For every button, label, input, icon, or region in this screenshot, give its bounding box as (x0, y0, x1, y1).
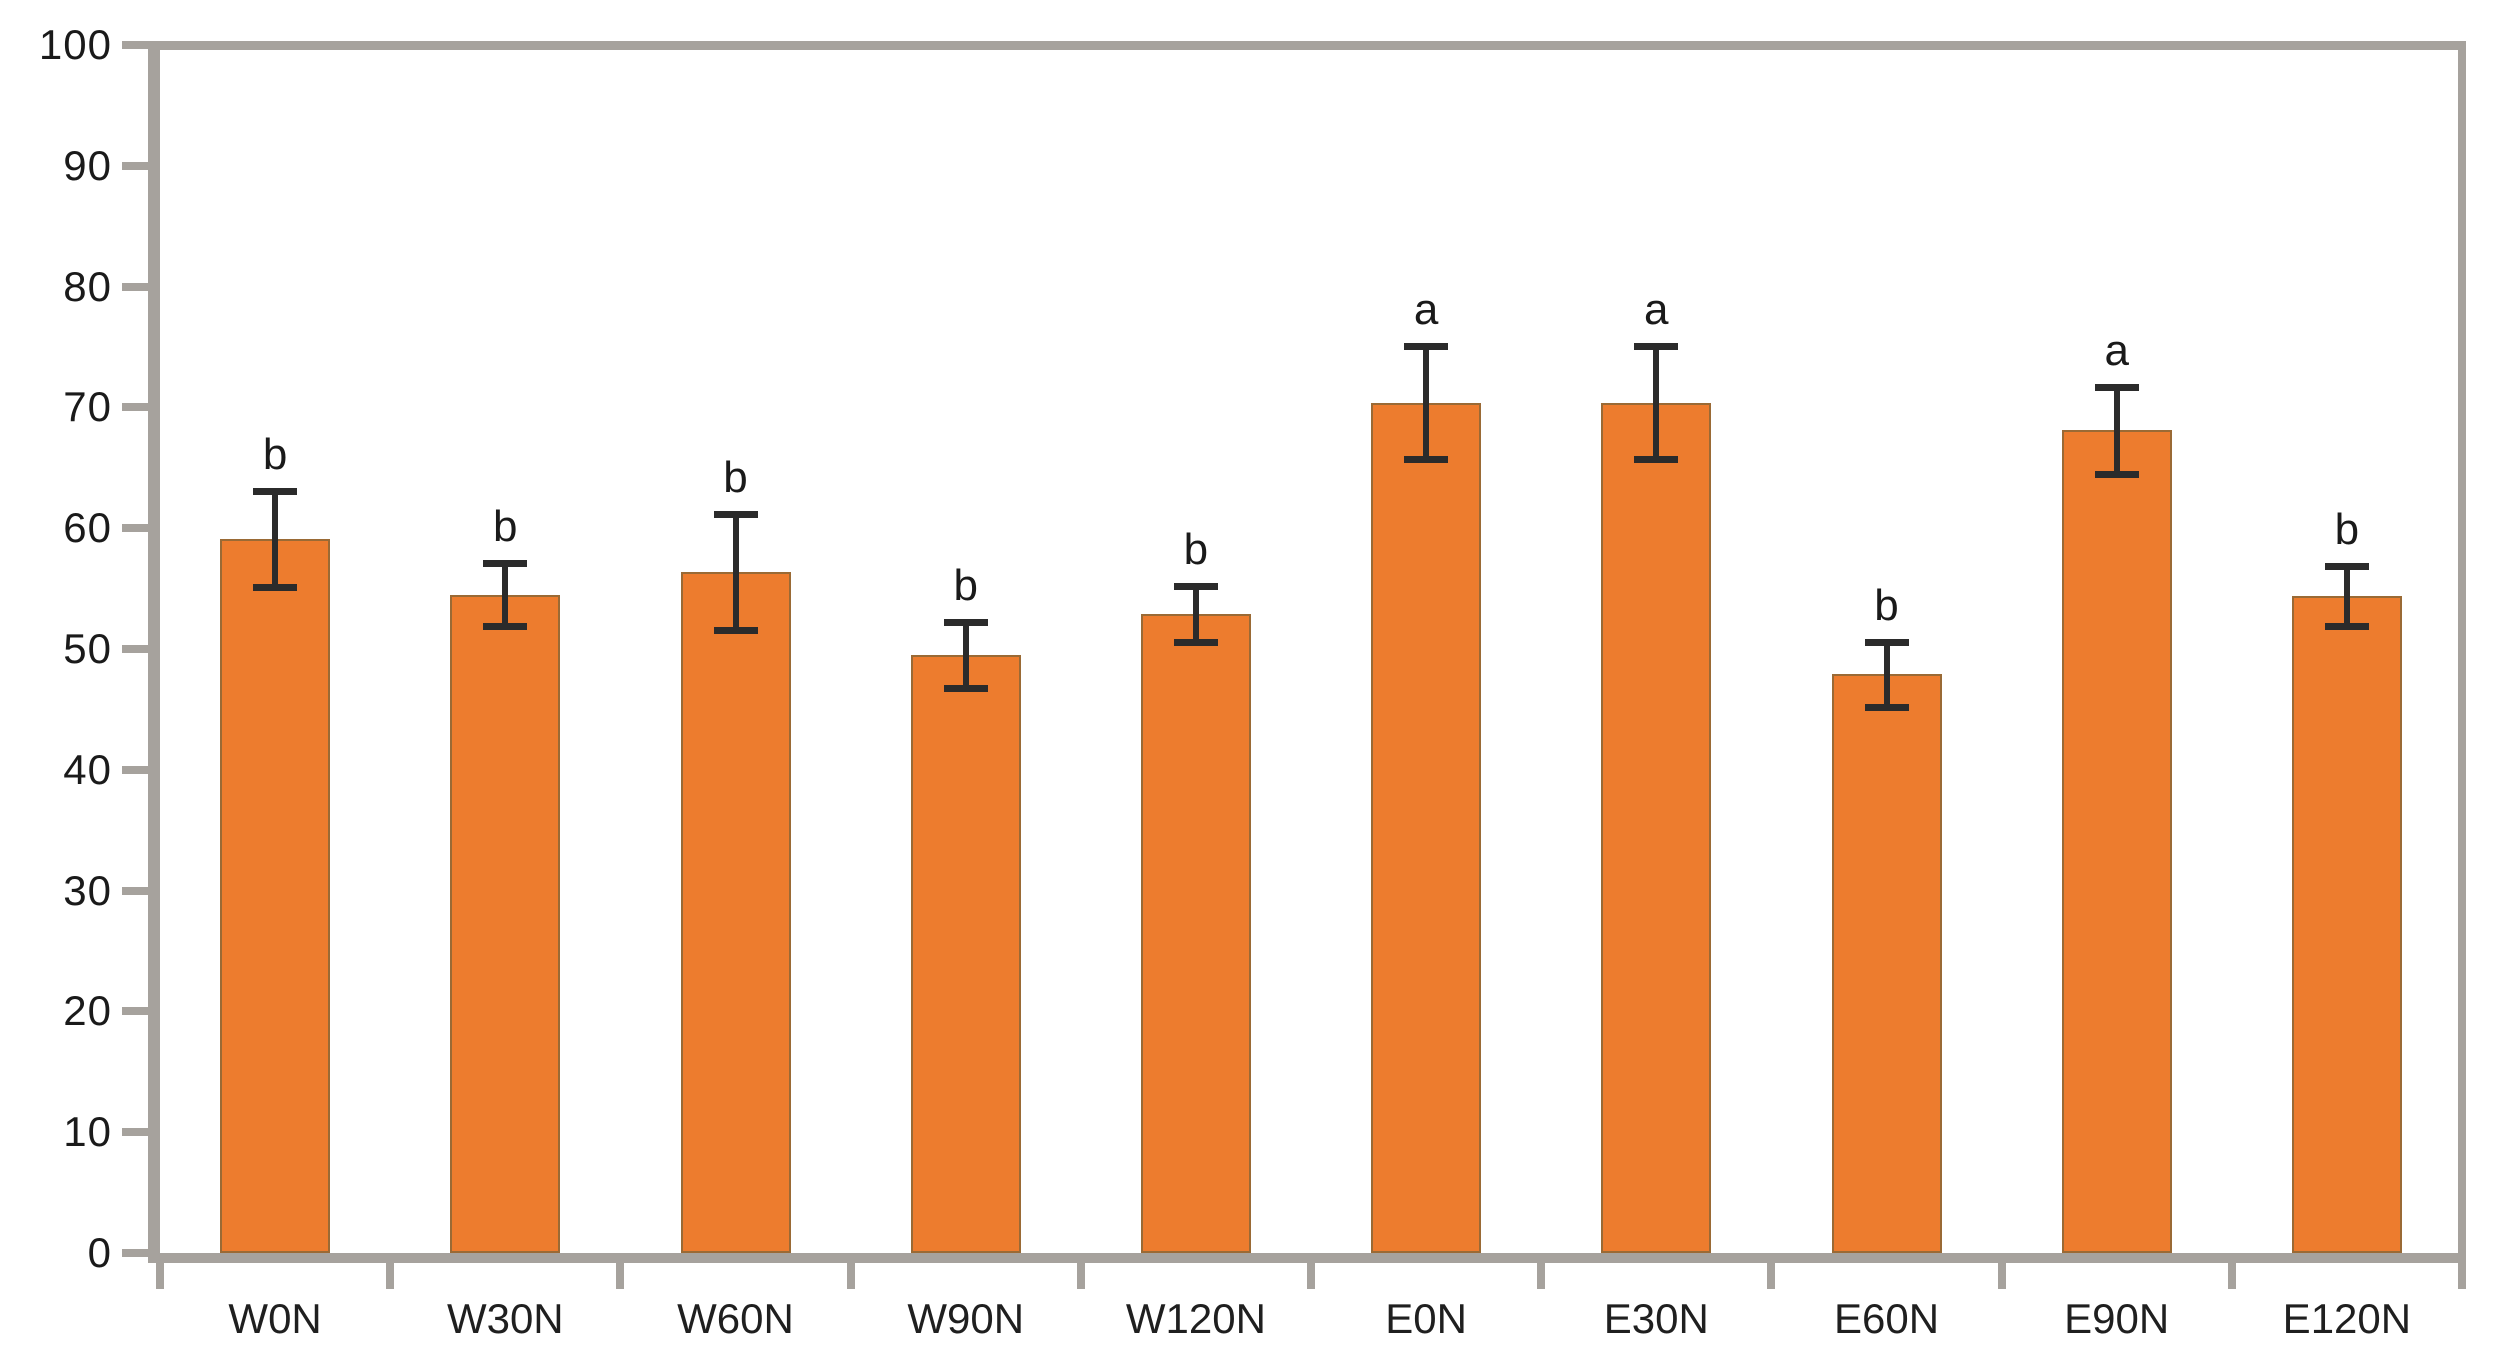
significance-letter: b (2334, 504, 2360, 554)
y-axis-tick-label: 0 (87, 1229, 112, 1276)
y-axis-tick-label: 60 (63, 504, 112, 552)
y-axis-tick-label: 40 (63, 745, 112, 793)
y-axis-tick (122, 161, 148, 170)
significance-letter: b (262, 429, 288, 479)
y-axis-tick-label: 20 (63, 987, 112, 1035)
y-axis-tick (122, 765, 148, 774)
x-axis-category-label-E0N: E0N (1385, 1295, 1467, 1342)
error-bar-cap-bottom (1404, 456, 1449, 464)
y-axis-tick (122, 524, 148, 533)
significance-letter: b (1874, 580, 1899, 630)
error-bar-cap-bottom (1173, 638, 1218, 646)
plot-frame-top-border (148, 41, 2466, 50)
error-bar-cap-top (1864, 638, 1909, 646)
error-bar-cap-bottom (1634, 456, 1679, 464)
y-axis-tick (122, 41, 148, 49)
error-bar-cap-top (1404, 342, 1449, 350)
bar-W90N (910, 655, 1021, 1253)
significance-letter: a (1644, 284, 1669, 334)
significance-letter: a (1413, 284, 1439, 334)
x-axis-line (148, 1253, 2466, 1263)
x-axis-tick (156, 1263, 164, 1289)
error-bar-cap-bottom (713, 626, 758, 634)
bar-E90N (2061, 430, 2172, 1253)
bar-W30N (450, 594, 561, 1253)
x-axis-tick (1997, 1263, 2006, 1289)
error-bar-cap-top (2324, 562, 2369, 570)
bar-E30N (1601, 402, 1712, 1253)
error-bar-cap-top (2094, 383, 2139, 391)
y-axis-tick (122, 886, 148, 895)
significance-letter: b (493, 502, 518, 552)
significance-letter: a (2104, 325, 2129, 375)
y-axis-tick-label: 90 (63, 141, 112, 189)
error-bar-cap-bottom (483, 623, 528, 631)
y-axis-tick-label: 50 (63, 625, 112, 672)
x-axis-tick (846, 1263, 855, 1289)
x-axis-category-label-E60N: E60N (1833, 1295, 1940, 1342)
y-axis-tick-label: 100 (38, 21, 112, 68)
significance-letter: b (1183, 525, 1209, 575)
error-bar-stem (2113, 386, 2120, 474)
x-axis-category-label-E120N: E120N (2282, 1295, 2412, 1342)
bar-W0N (220, 539, 331, 1253)
error-bar-stem (1192, 586, 1199, 642)
error-bar-stem (272, 490, 279, 588)
error-bar-cap-bottom (2094, 470, 2139, 478)
y-axis-tick-label: 70 (63, 383, 112, 431)
x-axis-category-label-W30N: W30N (446, 1295, 564, 1342)
error-bar-stem (2343, 565, 2350, 627)
y-axis-tick (122, 1249, 148, 1257)
x-axis-tick (2227, 1263, 2236, 1289)
error-bar-cap-top (483, 560, 528, 568)
x-axis-tick (1307, 1263, 1315, 1289)
error-bar-cap-bottom (2324, 623, 2369, 631)
y-axis-tick (122, 1128, 148, 1137)
bar-E0N (1371, 402, 1482, 1253)
error-bar-cap-top (1634, 342, 1679, 350)
x-axis-category-label-E30N: E30N (1603, 1295, 1709, 1342)
x-axis-tick (386, 1263, 395, 1289)
plot-frame-right-border (2458, 41, 2466, 1268)
error-bar-stem (1653, 345, 1660, 460)
significance-letter: b (953, 561, 978, 611)
x-axis-tick (1537, 1263, 1546, 1289)
error-bar-stem (962, 622, 969, 688)
x-axis-category-label-W90N: W90N (907, 1295, 1025, 1342)
y-axis-tick (122, 1007, 148, 1016)
x-axis-tick (1076, 1263, 1085, 1289)
x-axis-tick (616, 1263, 625, 1289)
error-bar-cap-top (1173, 583, 1218, 591)
error-bar-stem (1883, 641, 1890, 707)
y-axis-tick (122, 403, 148, 412)
y-axis-tick-label: 30 (63, 866, 112, 914)
y-axis-tick (122, 645, 148, 653)
error-bar-cap-bottom (253, 584, 298, 592)
error-bar-cap-top (713, 510, 758, 518)
error-bar-cap-bottom (943, 684, 988, 692)
y-axis-tick (122, 282, 148, 291)
error-bar-cap-top (253, 487, 298, 495)
x-axis-category-label-E90N: E90N (2064, 1295, 2170, 1342)
y-axis-tick-label: 10 (63, 1108, 112, 1156)
x-axis-category-label-W120N: W120N (1125, 1295, 1266, 1342)
y-axis-line (148, 41, 160, 1263)
significance-letter: b (723, 452, 748, 502)
bar-E60N (1831, 674, 1942, 1253)
x-axis-category-label-W0N: W0N (228, 1295, 322, 1342)
bar-E120N (2291, 595, 2402, 1253)
x-axis-tick (2458, 1263, 2466, 1289)
bar-W120N (1140, 613, 1251, 1253)
x-axis-category-label-W60N: W60N (677, 1295, 794, 1342)
bar-W60N (680, 571, 791, 1253)
error-bar-cap-top (943, 619, 988, 627)
error-bar-cap-bottom (1864, 703, 1909, 711)
error-bar-stem (732, 513, 739, 630)
error-bar-stem (502, 563, 509, 627)
error-bar-stem (1423, 345, 1430, 460)
y-axis-tick-label: 80 (63, 262, 112, 310)
x-axis-tick (1767, 1263, 1776, 1289)
